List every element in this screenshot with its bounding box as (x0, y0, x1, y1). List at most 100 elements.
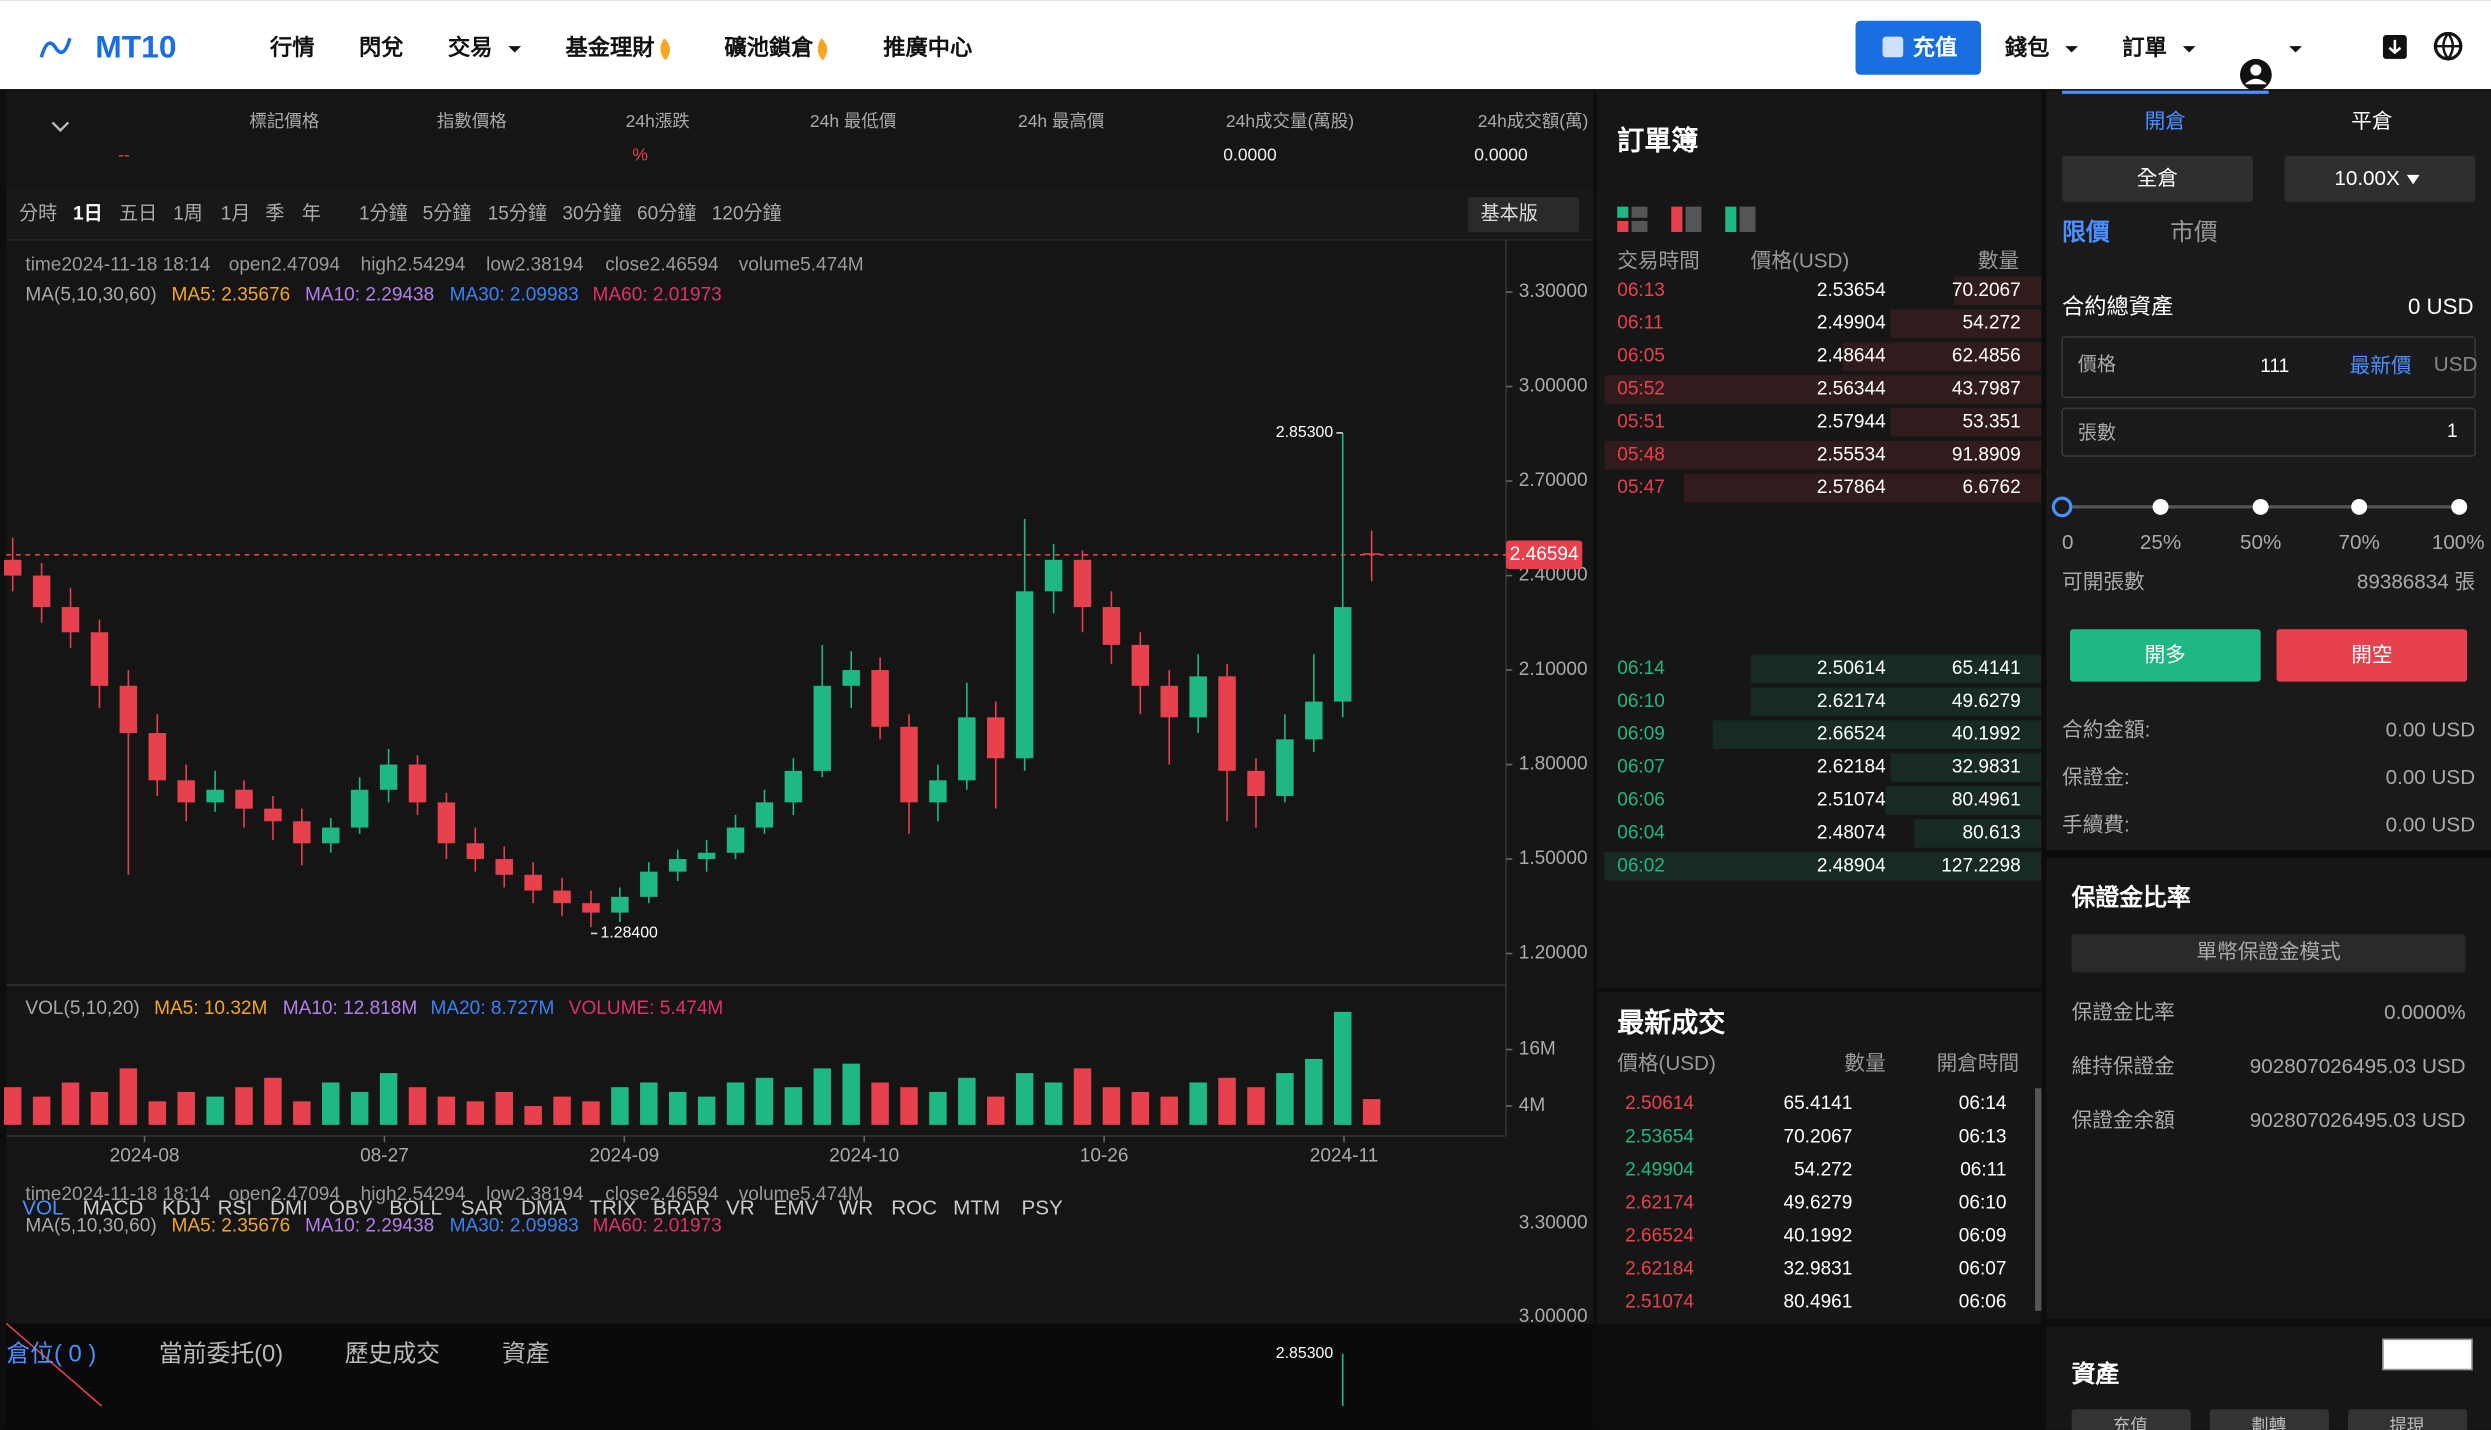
asset-button-text[interactable]: 充值 (2113, 1415, 2148, 1430)
trade-qty: 40.1992 (1784, 1225, 1853, 1246)
wallet-menu[interactable]: 錢包 (2005, 34, 2049, 60)
margin-mode-button[interactable] (2062, 155, 2253, 202)
indicator-tab[interactable]: KDJ (162, 1197, 201, 1220)
caret (508, 46, 522, 53)
slider-dot[interactable] (2351, 498, 2368, 515)
volume-bar (1131, 1091, 1150, 1125)
candle-body (755, 802, 774, 828)
interval-tab[interactable]: 季 (265, 203, 284, 225)
interval-tab[interactable]: 分時 (19, 203, 57, 225)
asset-button[interactable] (2071, 1409, 2191, 1430)
buy-text[interactable]: 開多 (2145, 644, 2186, 667)
bottom-tab[interactable]: 當前委托(0) (159, 1341, 283, 1368)
info-label: 保證金: (2062, 766, 2130, 789)
bottom-tab[interactable]: 倉位( 0 ) (6, 1341, 96, 1368)
depth-bar (1914, 819, 2042, 848)
indicator-tab[interactable]: RSI (218, 1197, 252, 1220)
order-price: 2.66524 (1817, 724, 1886, 745)
volume-bar (697, 1096, 716, 1125)
slider-dot[interactable] (2252, 498, 2269, 515)
bottom-tab[interactable]: 資產 (502, 1341, 550, 1368)
indicator-tab[interactable]: OBV (329, 1197, 373, 1220)
candle-body (582, 903, 600, 913)
nav-item[interactable]: 交易 (448, 34, 492, 60)
icon-cell[interactable] (1725, 206, 1737, 233)
interval-tab[interactable]: 5分鐘 (423, 203, 472, 225)
orders-menu[interactable]: 訂單 (2122, 34, 2166, 60)
nav-item[interactable]: 基金理財 (566, 34, 655, 60)
interval-tab[interactable]: 60分鐘 (637, 203, 696, 225)
sell-text[interactable]: 開空 (2351, 644, 2392, 667)
asset-button-text[interactable]: 提現 (2389, 1415, 2424, 1430)
icon-cell[interactable] (1671, 206, 1683, 233)
volume-bar (1189, 1082, 1207, 1125)
low-label: 1.28400 (601, 925, 659, 942)
candle-body (842, 670, 860, 686)
indicator-tab[interactable]: VOL (22, 1197, 63, 1220)
nav-item[interactable]: 礦池鎖倉 (724, 34, 814, 60)
buy-button[interactable] (2070, 629, 2261, 682)
open-tab[interactable]: 開倉 (2145, 110, 2186, 133)
x-tick-label: 08-27 (360, 1146, 409, 1167)
deposit-button[interactable] (1855, 20, 1982, 75)
trade-time: 06:09 (1959, 1225, 2007, 1246)
basic-mode-button[interactable] (1467, 197, 1580, 233)
asset-button[interactable] (2348, 1409, 2468, 1430)
market-tab[interactable]: 市價 (2170, 219, 2218, 246)
bottom-tab[interactable]: 歷史成交 (345, 1341, 440, 1368)
y-tick-label: 1.50000 (1519, 848, 1588, 869)
indicator-tab[interactable]: WR (839, 1197, 873, 1220)
leverage-button[interactable] (2284, 155, 2476, 202)
interval-tab[interactable]: 1月 (221, 204, 251, 225)
interval-tab[interactable]: 30分鐘 (562, 203, 621, 225)
indicator-tab[interactable]: DMA (521, 1197, 567, 1220)
candle-body (871, 670, 889, 727)
slider-dot[interactable] (2051, 496, 2073, 518)
avatar-head (2250, 64, 2262, 76)
slider-dot[interactable] (2451, 498, 2468, 515)
limit-tab[interactable]: 限價 (2062, 219, 2110, 246)
icon-cell[interactable] (1617, 206, 1629, 218)
price-input[interactable] (2061, 336, 2476, 399)
indicator-tab[interactable]: MACD (83, 1197, 144, 1220)
collapse-chevron[interactable] (51, 121, 70, 133)
indicator-tab[interactable]: VR (726, 1197, 755, 1220)
volume-bar (1305, 1058, 1323, 1125)
volume-bar (90, 1091, 109, 1125)
qty-input[interactable] (2061, 407, 2476, 457)
interval-tab[interactable]: 年 (302, 203, 321, 225)
indicator-tab[interactable]: MTM (953, 1197, 1000, 1220)
indicator-tab[interactable]: ROC (891, 1197, 937, 1220)
indicator-tab[interactable]: EMV (774, 1197, 819, 1220)
order-book-title: 訂單簿 (1617, 125, 1698, 156)
interval-tab[interactable]: 1周 (173, 204, 203, 225)
interval-tab[interactable]: 1分鐘 (359, 203, 408, 225)
latest-price[interactable]: 最新價 (2350, 355, 2412, 378)
indicator-tab[interactable]: TRIX (589, 1197, 636, 1220)
indicator-tab[interactable]: BOLL (389, 1197, 442, 1220)
candle-body (1305, 701, 1323, 740)
sell-button[interactable] (2276, 629, 2468, 682)
y-tick-label: 1.20000 (1519, 943, 1588, 964)
indicator-tab[interactable]: SAR (461, 1197, 503, 1220)
deposit-text[interactable]: 充值 (1913, 34, 1957, 60)
interval-tab[interactable]: 15分鐘 (488, 203, 547, 225)
indicator-tab[interactable]: DMI (270, 1197, 308, 1220)
nav-item[interactable]: 推廣中心 (883, 34, 972, 60)
indicator-tab[interactable]: BRAR (653, 1197, 710, 1220)
interval-tab[interactable]: 1日 (73, 204, 103, 225)
close-tab[interactable]: 平倉 (2351, 110, 2392, 133)
slider-dot[interactable] (2152, 498, 2169, 515)
margin-mode-tag[interactable] (2071, 934, 2466, 973)
indicator-tab[interactable]: PSY (1022, 1197, 1064, 1220)
order-price: 2.51074 (1817, 790, 1886, 811)
x-tick-label: 2024-10 (829, 1146, 899, 1167)
interval-tab[interactable]: 120分鐘 (712, 203, 782, 225)
basic-mode[interactable]: 基本版 (1481, 203, 1538, 225)
asset-button[interactable] (2209, 1409, 2329, 1430)
nav-item[interactable]: 閃兌 (359, 35, 403, 60)
asset-button-text[interactable]: 劃轉 (2251, 1415, 2286, 1430)
nav-item[interactable]: 行情 (269, 34, 314, 60)
ma-legend: MA10: 2.29438 (305, 285, 434, 306)
interval-tab[interactable]: 五日 (119, 204, 157, 225)
